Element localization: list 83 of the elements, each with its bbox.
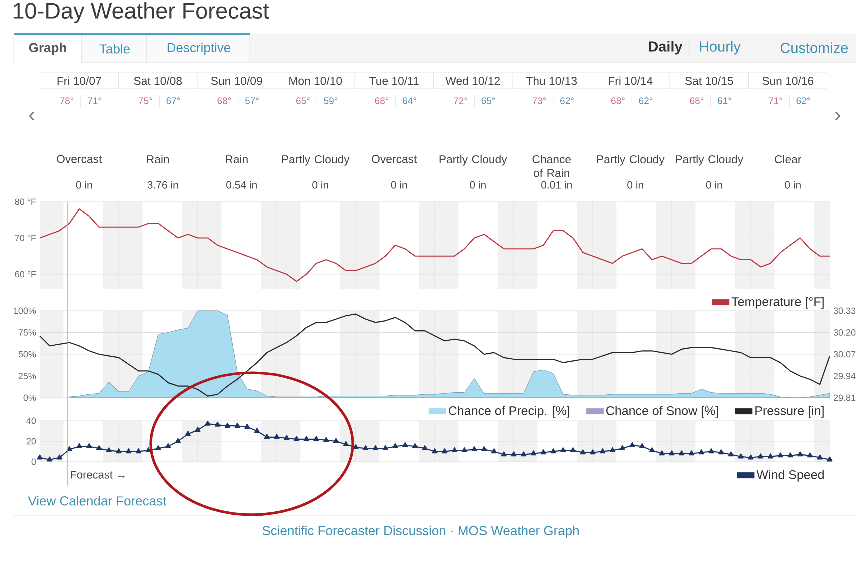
data-label: 75° [139,98,152,104]
y-tick-label: 0% [24,394,36,402]
data-label: 78° [60,98,74,104]
y-tick-label: 25% [18,373,36,380]
text: Partly Cloudy [597,155,665,166]
text: Rain [226,155,248,164]
y-tick-label: 50% [18,351,36,358]
y2-tick-label: 29.94 [834,373,856,380]
data-label: 0 in [628,181,644,189]
data-label: 62° [560,98,574,104]
y2-tick-label: 29.81 [834,394,856,402]
data-label: 0 in [391,181,408,189]
text: Descriptive [168,42,231,56]
y-tick-label: 0 [32,458,36,466]
text: Partly Cloudy [282,155,350,166]
data-label: 73° [532,98,546,104]
category-label: Tue 10/11 [370,76,419,86]
text: Rain [147,155,170,164]
data-label: 0 in [706,181,722,189]
category-label: Sun 10/16 [762,76,814,86]
text: Scientific Forecaster Discussion · MOS Weather Graph [262,526,579,538]
data-label: 71° [88,98,102,104]
category-label: Thu 10/13 [526,76,578,86]
data-label: 0 in [312,181,328,189]
text: Overcast [372,155,418,164]
data-label: 65° [482,98,496,104]
legend-label: Wind Speed [756,470,824,482]
legend-label: Temperature [°F] [732,297,824,309]
y-tick-label: 100% [14,308,36,314]
category-label: Sat 10/15 [685,76,734,86]
data-label: 65° [296,98,310,104]
text: View Calendar Forecast [28,496,167,506]
data-label: 59° [324,98,338,104]
data-label: 0 in [785,181,801,189]
text: Forecast → [71,471,125,479]
data-label: 67° [166,98,180,104]
legend-label: Chance of Precip. [%] [449,406,570,418]
y-tick-label: 70 °F [15,235,36,242]
category-label: Sun 10/09 [211,76,262,86]
legend-label: Chance of Snow [%] [606,406,718,418]
data-label: 68° [218,98,232,104]
text: Partly Cloudy [440,155,508,166]
data-label: 68° [612,98,625,104]
data-label: 0 in [470,181,486,189]
y-tick-label: 40 [26,418,36,424]
text: Chance of Rain [532,155,572,178]
text: Table [100,44,130,54]
text: › [836,112,840,120]
data-label: 71° [769,98,782,104]
data-label: 61° [718,98,732,104]
text: Customize [780,42,848,54]
data-label: 62° [639,98,653,104]
data-label: 72° [454,98,468,104]
text: ‹ [30,112,34,120]
data-label: 68° [375,98,389,104]
text: Hourly [700,41,741,55]
data-label: 68° [690,98,704,104]
y-tick-label: 80 °F [15,198,36,206]
y-tick-label: 75% [18,330,36,336]
text: Overcast [57,155,102,164]
category-label: Wed 10/12 [446,76,500,86]
category-label: Fri 10/07 [58,76,102,86]
text: Graph [29,42,66,56]
category-label: Sat 10/08 [134,76,182,86]
category-label: Mon 10/10 [290,76,342,86]
text: Clear [775,155,802,164]
y2-tick-label: 30.33 [834,308,856,314]
y2-tick-label: 30.07 [834,351,856,358]
legend-label: Pressure [in] [756,406,824,418]
category-label: Fri 10/14 [609,76,653,86]
data-label: 0 in [76,181,92,189]
y2-tick-label: 30.20 [834,330,856,336]
data-label: 0.01 in [542,181,572,189]
y-tick-label: 60 °F [15,271,36,278]
data-label: 64° [403,98,416,104]
data-label: 0.54 in [226,181,257,189]
text: 10-Day Weather Forecast [14,2,270,24]
data-label: 3.76 in [148,181,178,189]
data-label: 62° [796,98,810,104]
text: Partly Cloudy [676,155,744,166]
text: Daily [649,41,683,55]
data-label: 57° [245,98,259,104]
y-tick-label: 20 [26,438,36,445]
